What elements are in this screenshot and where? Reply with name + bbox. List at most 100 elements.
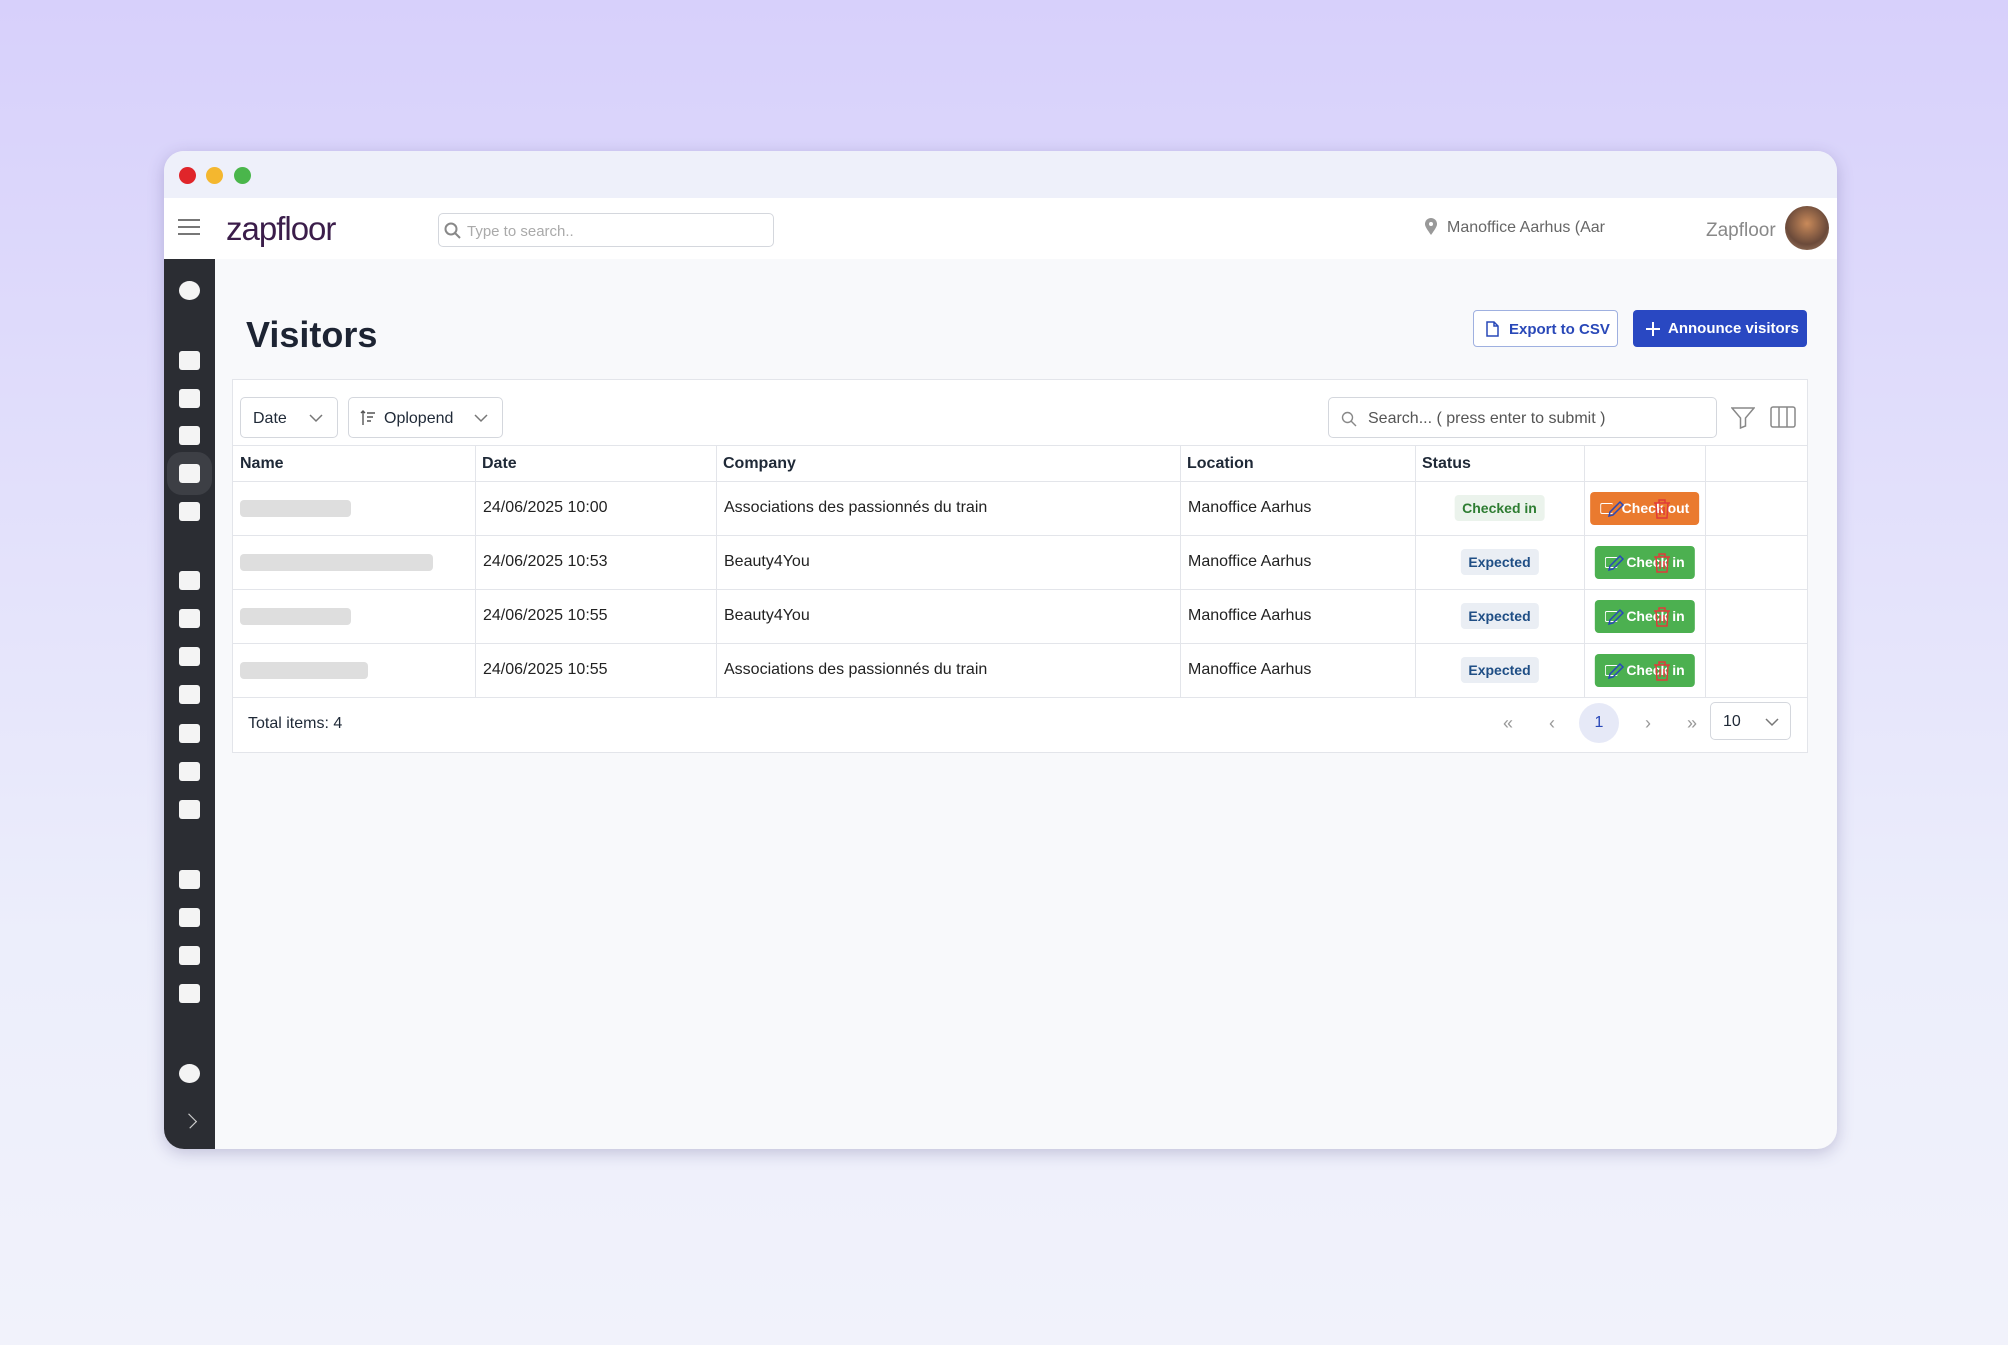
export-label: Export to CSV xyxy=(1509,321,1610,338)
nav-icon[interactable] xyxy=(179,724,200,743)
nav-icon[interactable] xyxy=(167,452,212,495)
avatar[interactable] xyxy=(1785,206,1829,250)
filter-icon[interactable] xyxy=(1731,407,1755,429)
announce-label: Announce visitors xyxy=(1668,320,1799,337)
column-header: Status xyxy=(1422,455,1471,472)
nav-icon[interactable] xyxy=(179,426,200,445)
delete-icon[interactable] xyxy=(1653,499,1671,519)
columns-icon[interactable] xyxy=(1770,406,1796,428)
sort-filter[interactable]: Oplopend xyxy=(348,397,503,438)
nav-icon[interactable] xyxy=(179,984,200,1003)
date-cell: 24/06/2025 10:55 xyxy=(483,607,608,624)
action-icon xyxy=(1604,611,1618,622)
name-redacted xyxy=(240,554,433,571)
minimize-dot[interactable] xyxy=(206,167,223,184)
status-badge: Expected xyxy=(1460,603,1539,629)
nav-icon[interactable] xyxy=(179,946,200,965)
trash xyxy=(1654,661,1670,681)
status-badge: Checked in xyxy=(1454,495,1545,521)
global-search[interactable]: Type to search.. xyxy=(438,213,774,247)
location-icon xyxy=(1425,218,1437,235)
pencil xyxy=(1607,662,1625,680)
action-icon xyxy=(1599,503,1613,514)
company-cell: Associations des passionnés du train xyxy=(724,661,988,678)
nav-icon[interactable] xyxy=(179,502,200,521)
app-window: zapfloor Type to search.. Manoffice Aarh… xyxy=(164,151,1837,1149)
nav-icon[interactable] xyxy=(179,1064,200,1083)
date-filter-label: Date xyxy=(253,410,287,427)
location-selector[interactable]: Manoffice Aarhus (Aar xyxy=(1447,219,1606,236)
close-dot[interactable] xyxy=(179,167,196,184)
column-divider xyxy=(475,446,476,698)
column-header: Location xyxy=(1187,455,1254,472)
nav-icon[interactable] xyxy=(179,870,200,889)
nav-icon[interactable] xyxy=(179,281,200,300)
user-name[interactable]: Zapfloor xyxy=(1706,220,1776,241)
announce-button[interactable]: Announce visitors xyxy=(1633,310,1807,347)
pencil xyxy=(1607,554,1625,572)
action-button[interactable]: Check out xyxy=(1589,492,1700,525)
nav-icon[interactable] xyxy=(179,800,200,819)
current-page[interactable]: 1 xyxy=(1579,703,1619,743)
edit-icon[interactable] xyxy=(1606,499,1626,519)
table-row: 24/06/2025 10:55 Beauty4You Manoffice Aarh… xyxy=(233,589,1807,643)
prev-page[interactable]: ‹ xyxy=(1549,713,1555,733)
page-size-value: 10 xyxy=(1723,713,1741,730)
column-divider xyxy=(1180,446,1181,698)
column-divider xyxy=(1705,446,1706,698)
table-row: 24/06/2025 10:55 Associations des passion… xyxy=(233,643,1807,697)
first-page[interactable]: « xyxy=(1503,713,1514,733)
page-size[interactable]: 10 xyxy=(1710,702,1791,740)
total-items: Total items: 4 xyxy=(248,715,343,732)
export-button[interactable]: Export to CSV xyxy=(1473,310,1618,347)
top-bar: zapfloor Type to search.. Manoffice Aarh… xyxy=(164,198,1837,259)
nav-icon[interactable] xyxy=(179,908,200,927)
edit-icon[interactable] xyxy=(1606,553,1626,573)
pencil xyxy=(1607,608,1625,626)
chevron xyxy=(309,414,323,423)
nav-icon[interactable] xyxy=(179,609,200,628)
date-filter[interactable]: Date xyxy=(240,397,338,438)
date-cell: 24/06/2025 10:00 xyxy=(483,499,608,516)
nav-icon[interactable] xyxy=(179,762,200,781)
action-button[interactable]: Check in xyxy=(1594,654,1695,687)
delete-icon[interactable] xyxy=(1653,553,1671,573)
sidebar xyxy=(164,259,215,1149)
search-icon xyxy=(444,222,461,239)
logo[interactable]: zapfloor xyxy=(226,210,336,247)
action-button[interactable]: Check in xyxy=(1594,600,1695,633)
trash xyxy=(1654,607,1670,627)
company-cell: Associations des passionnés du train xyxy=(724,499,988,516)
action-icon xyxy=(1604,557,1618,568)
pencil xyxy=(1607,500,1625,518)
page-title: Visitors xyxy=(246,314,378,355)
nav-icon[interactable] xyxy=(179,647,200,666)
last-page[interactable]: » xyxy=(1687,713,1698,733)
search-icon xyxy=(1341,411,1357,427)
delete-icon[interactable] xyxy=(1653,607,1671,627)
table-row: 24/06/2025 10:00 Associations des passion… xyxy=(233,481,1807,535)
edit-icon[interactable] xyxy=(1606,607,1626,627)
nav-icon[interactable] xyxy=(179,389,200,408)
location-cell: Manoffice Aarhus xyxy=(1188,553,1312,570)
name-redacted xyxy=(240,662,368,679)
delete-icon[interactable] xyxy=(1653,661,1671,681)
menu-icon[interactable] xyxy=(178,218,200,236)
nav-icon[interactable] xyxy=(179,571,200,590)
date-cell: 24/06/2025 10:53 xyxy=(483,553,608,570)
maximize-dot[interactable] xyxy=(234,167,251,184)
action-button[interactable]: Check in xyxy=(1594,546,1695,579)
column-divider xyxy=(716,446,717,698)
table-search[interactable]: Search... ( press enter to submit ) xyxy=(1328,397,1717,438)
location-cell: Manoffice Aarhus xyxy=(1188,499,1312,516)
next-page[interactable]: › xyxy=(1645,713,1651,733)
nav-icon[interactable] xyxy=(179,351,200,370)
column-divider xyxy=(1584,446,1585,698)
status-badge: Expected xyxy=(1460,549,1539,575)
status-badge: Expected xyxy=(1460,657,1539,683)
trash xyxy=(1654,499,1670,519)
column-header: Name xyxy=(240,455,284,472)
edit-icon[interactable] xyxy=(1606,661,1626,681)
nav-icon[interactable] xyxy=(179,685,200,704)
expand-toggle[interactable] xyxy=(181,1113,198,1129)
